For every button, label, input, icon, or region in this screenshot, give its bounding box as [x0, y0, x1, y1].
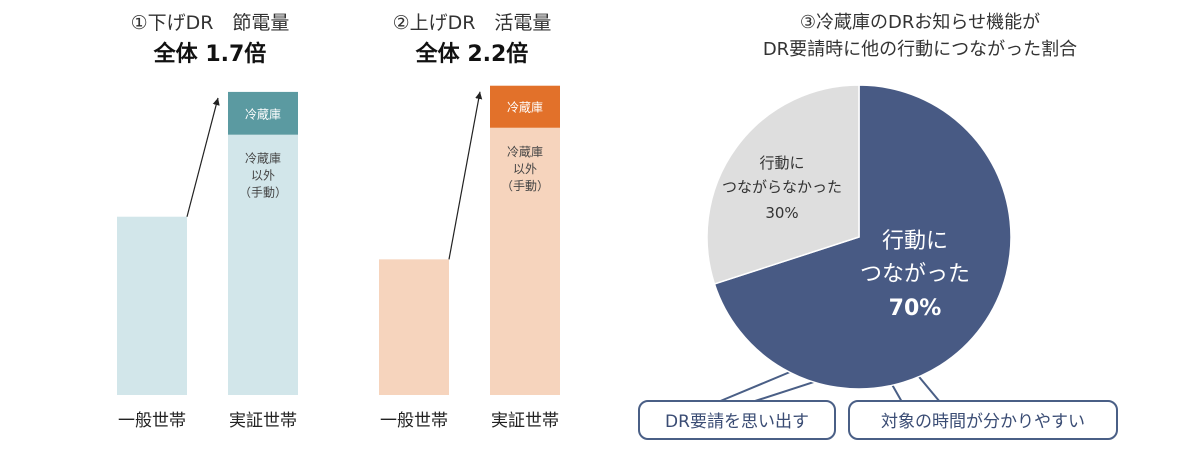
callout-remind: DR要請を思い出す — [638, 400, 836, 440]
x-tick-label: 実証世帯 — [229, 411, 297, 431]
bar-base-0 — [379, 259, 449, 395]
panel1-subtitle: 全体 1.7倍 — [153, 42, 267, 67]
panel1-title: ①下げDR 節電量 — [130, 12, 290, 34]
callout-time-clear: 対象の時間が分かりやすい — [848, 400, 1118, 440]
x-tick-label: 一般世帯 — [380, 411, 448, 431]
bar-base-label: 冷蔵庫 — [507, 145, 543, 159]
pie-slice-0 — [713, 84, 1012, 390]
bar-base-1 — [228, 134, 298, 395]
bar-base-0 — [117, 216, 187, 395]
bar-base-label: （手動） — [501, 179, 549, 193]
panel3-subtitle: DR要請時に他の行動につながった割合 — [762, 39, 1078, 60]
bar-top-1 — [228, 91, 298, 135]
pie-label: 行動に — [882, 229, 948, 254]
x-tick-label: 一般世帯 — [118, 411, 186, 431]
pie-label: つながらなかった — [722, 178, 842, 196]
bar-base-label: 冷蔵庫 — [245, 152, 281, 166]
pie-label: 行動に — [759, 154, 804, 172]
panel-down-dr: ①下げDR 節電量 全体 1.7倍 一般世帯 冷蔵庫 冷蔵庫 以外 （手動） 実証世帯 — [60, 0, 360, 454]
panel-pie: ③冷蔵庫のDRお知らせ機能が DR要請時に他の行動につながった割合 行動に つなが… — [638, 0, 1200, 454]
bar-top-1 — [490, 85, 560, 128]
x-tick-label: 実証世帯 — [491, 411, 559, 431]
pie-slice-1 — [706, 84, 860, 285]
pie-value-label: 70% — [889, 296, 942, 321]
panel2-subtitle: 全体 2.2倍 — [415, 42, 529, 67]
bar-base-label: （手動） — [239, 186, 287, 200]
bar-base-label: 以外 — [251, 169, 275, 183]
bar-base-label: 以外 — [513, 162, 537, 176]
growth-arrow — [448, 91, 483, 260]
bar-top-label: 冷蔵庫 — [507, 101, 543, 115]
pie-value-label: 30% — [765, 204, 798, 222]
bar-top-label: 冷蔵庫 — [245, 107, 281, 121]
panel2-title: ②上げDR 活電量 — [392, 12, 552, 34]
panel-up-dr: ②上げDR 活電量 全体 2.2倍 一般世帯 冷蔵庫 冷蔵庫 以外 （手動） 実証世帯 — [322, 0, 622, 454]
bar-base-1 — [490, 127, 560, 395]
growth-arrow — [186, 97, 220, 217]
panel3-title: ③冷蔵庫のDRお知らせ機能が — [799, 12, 1041, 33]
pie-label: つながった — [860, 262, 970, 287]
